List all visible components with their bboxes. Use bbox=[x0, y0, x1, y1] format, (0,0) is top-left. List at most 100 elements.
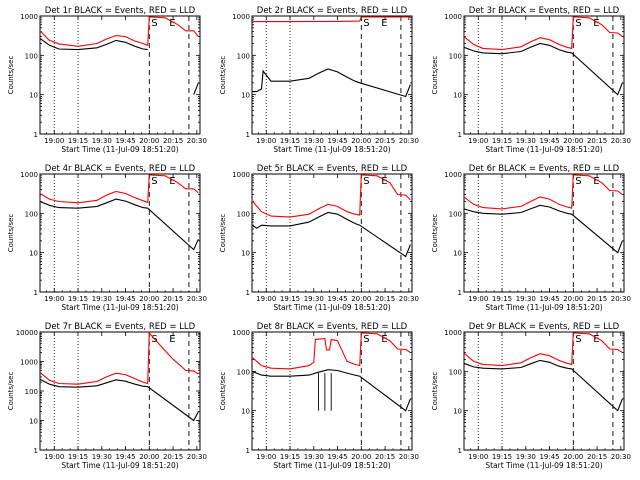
plot-frame bbox=[463, 331, 625, 451]
x-axis-label: Start Time (11-Jul-09 18:51:20) bbox=[61, 303, 178, 312]
x-tick-label: 19:30 bbox=[304, 295, 324, 303]
x-tick-label: 20:15 bbox=[163, 295, 183, 303]
marker-letter-s: S bbox=[575, 18, 581, 29]
x-tick-label: 19:00 bbox=[256, 453, 276, 461]
x-tick-label: 19:00 bbox=[468, 137, 488, 145]
x-tick-label: 20:00 bbox=[563, 295, 583, 303]
y-tick-label: 1 bbox=[34, 131, 38, 139]
x-tick-label: 20:00 bbox=[351, 453, 371, 461]
y-tick-label: 100 bbox=[25, 52, 38, 60]
y-tick-label: 1 bbox=[246, 289, 250, 297]
x-tick-label: 20:00 bbox=[563, 137, 583, 145]
panel-det-9r: Det 9r BLACK = Events, RED = LLD 1 10 100 10… bbox=[431, 322, 631, 470]
x-tick-label: 20:30 bbox=[399, 137, 419, 145]
x-tick-label: 20:00 bbox=[563, 453, 583, 461]
y-tick-label: 1 bbox=[34, 289, 38, 297]
series-line-events bbox=[39, 198, 199, 251]
y-tick-label: 1 bbox=[458, 131, 462, 139]
x-tick-label: 19:00 bbox=[468, 453, 488, 461]
y-tick-label: 1000 bbox=[20, 359, 38, 367]
x-tick-label: 20:15 bbox=[163, 453, 183, 461]
x-tick-label: 19:15 bbox=[492, 453, 512, 461]
x-tick-label: 19:45 bbox=[327, 137, 347, 145]
x-tick-label: 20:30 bbox=[399, 295, 419, 303]
x-tick-label: 19:45 bbox=[115, 295, 135, 303]
panel-det-1r: Det 1r BLACK = Events, RED = LLD 1 10 100 10… bbox=[7, 6, 207, 154]
y-tick-label: 1 bbox=[34, 447, 38, 455]
marker-letter-e: E bbox=[381, 334, 387, 345]
x-tick-label: 20:00 bbox=[139, 295, 159, 303]
panel-det-5r: Det 5r BLACK = Events, RED = LLD 1 10 100 10… bbox=[219, 164, 419, 312]
y-tick-label: 100 bbox=[237, 210, 250, 218]
y-tick-label: 1000 bbox=[444, 329, 462, 337]
series-line-lld bbox=[251, 174, 411, 218]
y-tick-label: 10 bbox=[29, 250, 38, 258]
y-axis-label: Counts/sec bbox=[431, 372, 439, 411]
x-tick-label: 19:00 bbox=[468, 295, 488, 303]
y-tick-label: 1000 bbox=[20, 171, 38, 179]
y-tick-label: 1000 bbox=[20, 13, 38, 21]
series-line-lld bbox=[463, 332, 623, 367]
x-tick-label: 20:15 bbox=[587, 295, 607, 303]
panel-det-7r: Det 7r BLACK = Events, RED = LLD 1 10 100 10… bbox=[7, 322, 207, 470]
x-tick-label: 19:00 bbox=[44, 453, 64, 461]
marker-letter-e: E bbox=[169, 18, 175, 29]
marker-letter-e: E bbox=[169, 176, 175, 187]
series-line-events bbox=[193, 82, 199, 95]
panel-title: Det 8r BLACK = Events, RED = LLD bbox=[257, 322, 408, 332]
plot-frame bbox=[463, 15, 625, 135]
series-line-lld bbox=[39, 174, 199, 204]
x-tick-label: 20:15 bbox=[587, 137, 607, 145]
x-tick-label: 19:45 bbox=[539, 295, 559, 303]
x-tick-label: 19:30 bbox=[92, 295, 112, 303]
marker-letter-e: E bbox=[381, 176, 387, 187]
y-tick-label: 100 bbox=[449, 210, 462, 218]
x-tick-label: 19:45 bbox=[327, 453, 347, 461]
x-tick-label: 20:30 bbox=[611, 295, 631, 303]
y-tick-label: 10 bbox=[241, 250, 250, 258]
y-tick-label: 1000 bbox=[232, 13, 250, 21]
x-tick-label: 19:15 bbox=[280, 137, 300, 145]
plot-frame bbox=[463, 173, 625, 293]
marker-letter-s: S bbox=[151, 176, 157, 187]
y-tick-label: 1000 bbox=[444, 171, 462, 179]
marker-letter-s: S bbox=[575, 176, 581, 187]
y-tick-label: 1 bbox=[246, 447, 250, 455]
x-tick-label: 20:30 bbox=[611, 137, 631, 145]
y-tick-label: 100 bbox=[237, 52, 250, 60]
x-tick-label: 19:30 bbox=[304, 453, 324, 461]
marker-letter-s: S bbox=[575, 334, 581, 345]
x-tick-label: 19:30 bbox=[516, 453, 536, 461]
x-tick-label: 19:30 bbox=[304, 137, 324, 145]
y-tick-label: 100 bbox=[449, 368, 462, 376]
x-tick-label: 19:45 bbox=[539, 137, 559, 145]
series-line-events bbox=[463, 204, 623, 254]
x-tick-label: 19:00 bbox=[44, 295, 64, 303]
y-tick-label: 10 bbox=[453, 92, 462, 100]
marker-letter-s: S bbox=[363, 18, 369, 29]
plot-frame bbox=[39, 173, 201, 293]
series-line-events bbox=[463, 42, 623, 96]
y-tick-label: 10 bbox=[29, 418, 38, 426]
panel-det-6r: Det 6r BLACK = Events, RED = LLD 1 10 100 10… bbox=[431, 164, 631, 312]
y-axis-label: Counts/sec bbox=[219, 56, 227, 95]
x-tick-label: 19:15 bbox=[68, 453, 88, 461]
x-axis-label: Start Time (11-Jul-09 18:51:20) bbox=[485, 145, 602, 154]
plot-frame bbox=[251, 331, 413, 451]
panel-title: Det 2r BLACK = Events, RED = LLD bbox=[257, 6, 408, 16]
y-axis-label: Counts/sec bbox=[7, 214, 15, 253]
series-line-lld bbox=[39, 331, 199, 385]
panel-title: Det 7r BLACK = Events, RED = LLD bbox=[45, 322, 196, 332]
x-tick-label: 20:00 bbox=[351, 137, 371, 145]
series-line-events bbox=[463, 359, 623, 412]
series-line-events bbox=[251, 211, 411, 258]
marker-letter-e: E bbox=[381, 18, 387, 29]
x-tick-label: 20:15 bbox=[375, 295, 395, 303]
x-axis-label: Start Time (11-Jul-09 18:51:20) bbox=[485, 303, 602, 312]
x-axis-label: Start Time (11-Jul-09 18:51:20) bbox=[273, 145, 390, 154]
x-tick-label: 20:00 bbox=[351, 295, 371, 303]
marker-letter-e: E bbox=[593, 176, 599, 187]
x-tick-label: 19:45 bbox=[115, 453, 135, 461]
